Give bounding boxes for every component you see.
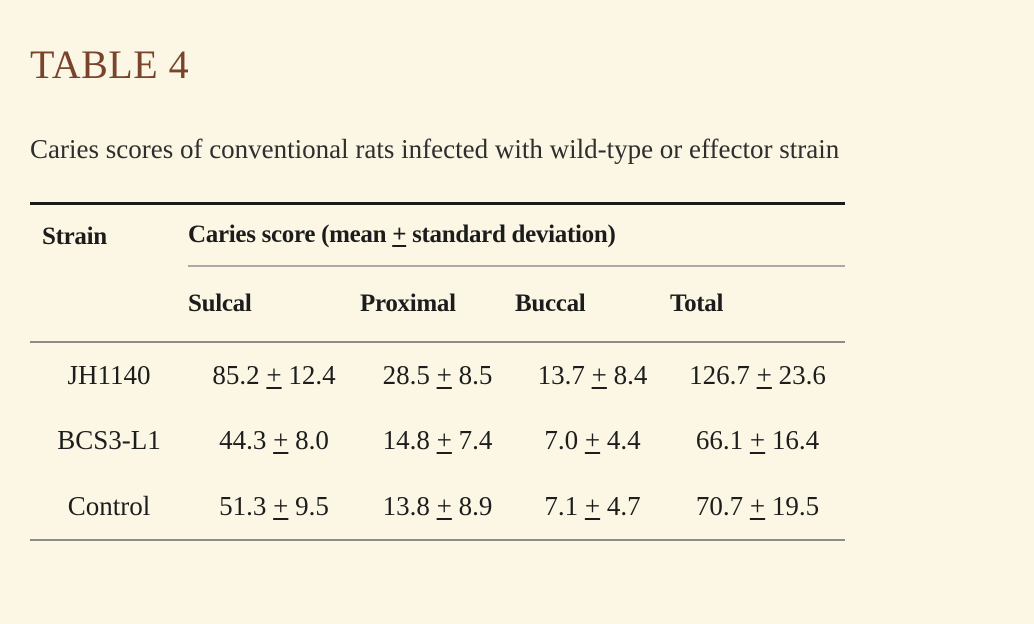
table-header: Strain Caries score (mean + standard dev… [30,203,846,343]
table-row: Control 51.3 + 9.5 13.8 + 8.9 7.1 + 4.7 … [30,474,845,540]
plus-minus-symbol: + [591,359,607,390]
score-cell-sulcal: 85.2 + 12.4 [212,359,336,390]
plus-minus-symbol: + [436,359,452,390]
column-header-total: Total [670,265,846,343]
plus-minus-symbol: + [584,425,601,456]
column-header-proximal: Proximal [360,265,515,343]
score-cell-buccal: 13.7 + 8.4 [537,359,648,390]
column-header-sulcal: Sulcal [188,265,360,343]
score-cell-sulcal: 51.3 + 9.5 [219,490,329,521]
plus-minus-symbol: + [749,425,766,456]
score-cell-total: 70.7 + 19.5 [695,490,820,521]
plus-minus-symbol: + [392,221,407,249]
sub-header-row: Sulcal Proximal Buccal Total [30,265,846,343]
plus-minus-symbol: + [749,490,766,521]
group-header-row: Strain Caries score (mean + standard dev… [30,203,846,343]
score-cell-proximal: 13.8 + 8.9 [382,490,493,521]
column-group-header-caries-score: Caries score (mean + standard deviation) [188,203,846,267]
score-cell-total: 126.7 + 23.6 [689,359,826,390]
score-cell-buccal: 7.1 + 4.7 [544,490,641,521]
plus-minus-symbol: + [756,359,772,390]
score-cell-total: 66.1 + 16.4 [695,425,820,456]
article-table-section: TABLE 4 Caries scores of conventional ra… [0,44,1034,541]
table-title: TABLE 4 [30,42,190,87]
column-header-strain: Strain [30,203,188,343]
plus-minus-symbol: + [266,359,282,390]
strain-cell: BCS3-L1 [57,425,161,456]
table-row: JH1140 85.2 + 12.4 28.5 + 8.5 13.7 + 8.4… [30,342,845,408]
score-cell-buccal: 7.0 + 4.4 [544,425,641,456]
table-body: JH1140 85.2 + 12.4 28.5 + 8.5 13.7 + 8.4… [30,342,845,540]
score-cell-proximal: 28.5 + 8.5 [382,359,493,390]
plus-minus-symbol: + [436,425,452,456]
caries-scores-table: Strain Caries score (mean + standard dev… [30,202,846,541]
strain-cell: Control [67,490,151,521]
strain-cell: JH1140 [67,359,151,390]
plus-minus-symbol: + [273,490,289,521]
plus-minus-symbol: + [584,490,601,521]
plus-minus-symbol: + [436,490,452,521]
table-row: BCS3-L1 44.3 + 8.0 14.8 + 7.4 7.0 + 4.4 … [30,408,845,474]
score-cell-sulcal: 44.3 + 8.0 [219,425,329,456]
plus-minus-symbol: + [273,425,289,456]
table-caption: Caries scores of conventional rats infec… [30,134,840,164]
column-header-buccal: Buccal [515,265,670,343]
score-cell-proximal: 14.8 + 7.4 [382,425,493,456]
